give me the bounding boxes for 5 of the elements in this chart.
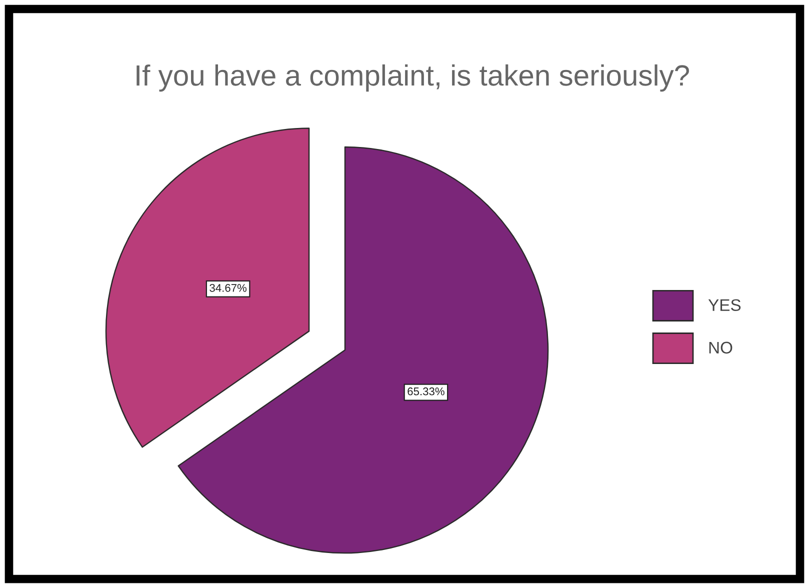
chart-title: If you have a complaint, is taken seriously? [136, 64, 689, 92]
legend-label: YES [708, 299, 741, 311]
legend-label: NO [709, 342, 732, 354]
data-label: 65.33% [408, 387, 444, 396]
data-label: 34.67% [210, 284, 247, 292]
